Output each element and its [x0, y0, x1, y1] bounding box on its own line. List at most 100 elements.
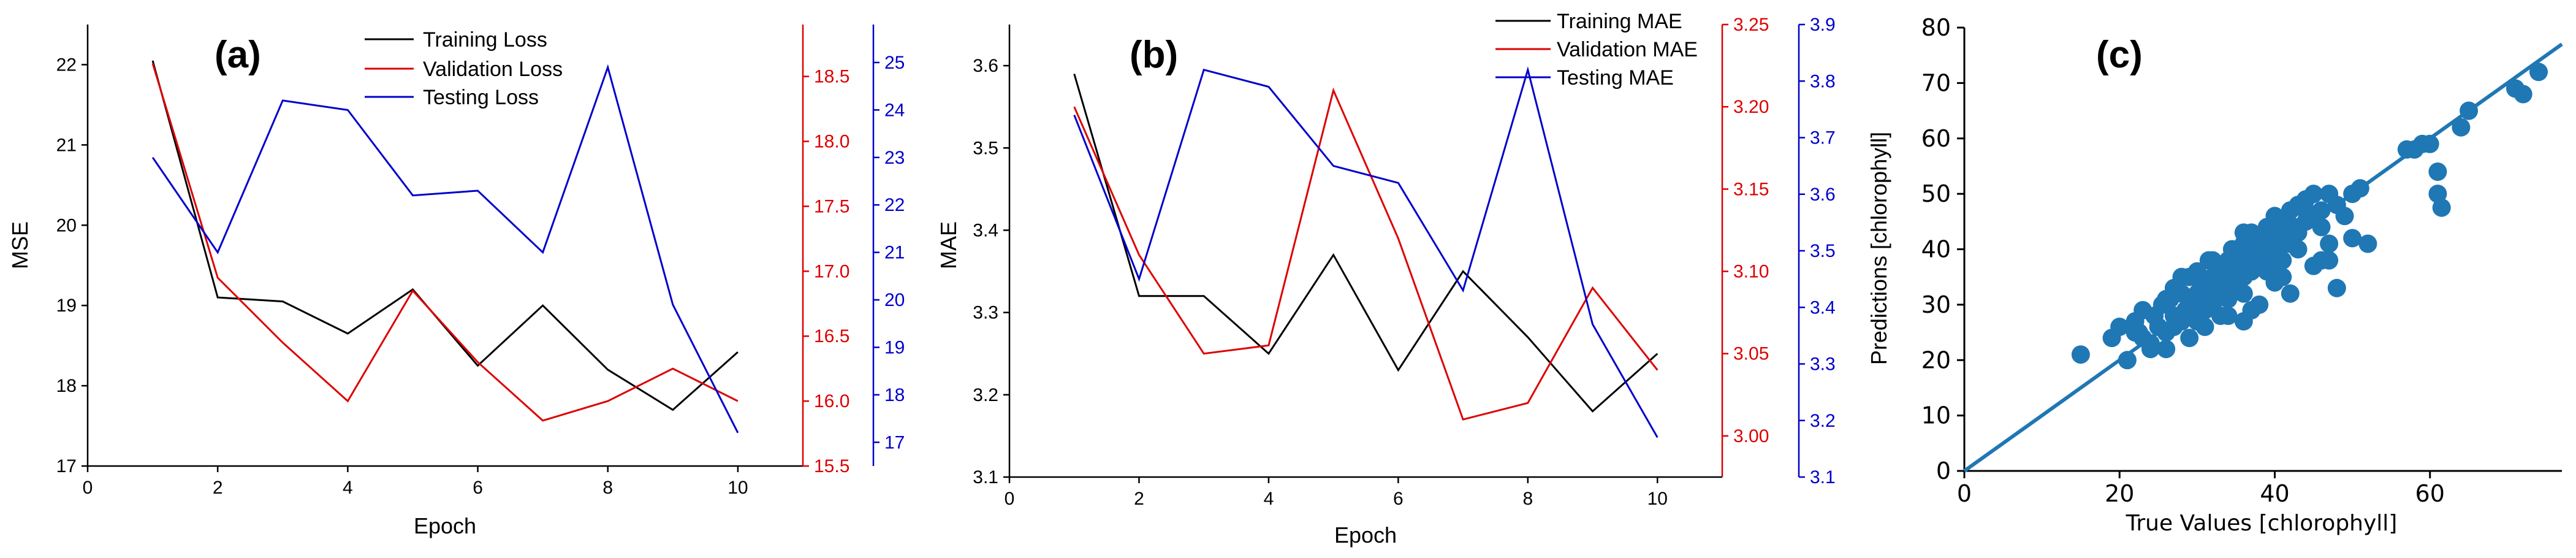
- scatter-point: [2273, 251, 2292, 270]
- blue-tick-label: 22: [884, 195, 905, 215]
- panel-a-ylabel: MSE: [7, 221, 32, 269]
- panel-c-scatter-chart: 0 20 40 60 0 10 20 30 40 50 60 70 80 (c) True Value…: [1866, 14, 2563, 536]
- x-tick-label: 6: [473, 478, 483, 498]
- scatter-point: [2320, 185, 2339, 204]
- blue-tick-label: 3.5: [1810, 241, 1836, 261]
- scatter-point: [2141, 334, 2160, 353]
- red-tick-label: 18.5: [814, 67, 849, 87]
- scatter-point: [2513, 85, 2532, 104]
- scatter-point: [2273, 267, 2292, 286]
- blue-tick-label: 19: [884, 337, 905, 357]
- scatter-point: [2211, 267, 2230, 286]
- x-tick-label: 2: [213, 478, 223, 498]
- blue-tick-label: 3.2: [1810, 411, 1836, 431]
- panel-b-left-ticks: 3.1 3.2 3.3 3.4 3.5 3.6: [973, 56, 1009, 487]
- blue-tick-label: 3.6: [1810, 185, 1836, 205]
- scatter-point: [2195, 318, 2214, 336]
- x-tick-label: 10: [728, 478, 748, 498]
- series-line-testing-mae: [1073, 66, 1658, 438]
- scatter-point: [2234, 312, 2253, 331]
- scatter-point: [2281, 284, 2300, 303]
- blue-tick-label: 24: [884, 100, 905, 120]
- scatter-point: [2203, 251, 2222, 270]
- scatter-point: [2428, 162, 2447, 181]
- series-line-validation-loss: [151, 63, 739, 422]
- panel-b-ylabel: MAE: [936, 221, 961, 269]
- scatter-point: [2358, 234, 2377, 253]
- red-tick-label: 18.0: [814, 132, 849, 152]
- panel-b-red-ticks: 3.00 3.05 3.10 3.15 3.20 3.25: [1722, 15, 1769, 446]
- left-tick-label: 20: [56, 215, 77, 235]
- legend-label-validation-loss: Validation Loss: [423, 58, 563, 81]
- left-tick-label: 3.6: [973, 56, 998, 76]
- scatter-point: [2320, 251, 2339, 270]
- scatter-point: [2257, 262, 2276, 281]
- scatter-point: [2157, 289, 2176, 308]
- scatter-point: [2157, 340, 2176, 359]
- panel-b-mae-chart: 0 2 4 6 8 10 3.13.23.33.43.53.6 3.003.053.103…: [936, 10, 1836, 548]
- blue-tick-label: 3.9: [1810, 15, 1836, 35]
- y-tick-label: 0: [1936, 457, 1951, 484]
- panel-b-label: (b): [1130, 34, 1178, 76]
- y-tick-label: 10: [1921, 402, 1951, 429]
- scatter-point: [2172, 267, 2191, 286]
- x-tick-label: 10: [1647, 489, 1668, 509]
- x-tick-label: 8: [1522, 489, 1533, 509]
- panel-b-x-ticks: 0 2 4 6 8 10: [1005, 477, 1668, 509]
- panel-c-points: [2071, 63, 2548, 370]
- y-tick-label: 70: [1921, 69, 1951, 96]
- scatter-point: [2234, 223, 2253, 242]
- panel-b-blue-ticks: 3.1 3.2 3.3 3.4 3.5 3.6 3.7 3.8 3.9: [1799, 15, 1836, 487]
- red-tick-label: 3.00: [1733, 426, 1769, 446]
- red-tick-label: 3.05: [1733, 344, 1769, 364]
- left-tick-label: 21: [56, 135, 77, 155]
- panel-b-legend: Training MAE Validation MAE Testing MAE: [1495, 10, 1698, 90]
- scatter-point: [2211, 307, 2230, 325]
- panel-a-series-lines: [151, 60, 739, 434]
- red-tick-label: 16.0: [814, 391, 849, 411]
- panel-a-legend: Training Loss Validation Loss Testing Lo…: [365, 28, 563, 109]
- blue-tick-label: 3.8: [1810, 71, 1836, 91]
- legend-label-testing-loss: Testing Loss: [423, 86, 539, 109]
- blue-tick-label: 3.4: [1810, 297, 1836, 318]
- scatter-point: [2180, 329, 2199, 348]
- x-tick-label: 40: [2260, 480, 2289, 507]
- panel-a-blue-ticks: 17 18 19 20 21 22 23 24 25: [873, 53, 905, 453]
- scatter-point: [2227, 278, 2246, 297]
- scatter-point: [2432, 198, 2451, 217]
- panel-b-xlabel: Epoch: [1334, 522, 1397, 548]
- panel-a-label: (a): [215, 34, 261, 76]
- x-tick-label: 0: [1005, 489, 1015, 509]
- y-tick-label: 60: [1921, 125, 1951, 152]
- left-tick-label: 3.2: [973, 385, 998, 405]
- scatter-point: [2242, 245, 2261, 264]
- x-tick-label: 2: [1134, 489, 1144, 509]
- red-tick-label: 3.10: [1733, 262, 1769, 282]
- panel-b-series-lines: [1073, 66, 1658, 438]
- panel-a-xlabel: Epoch: [414, 513, 476, 538]
- left-tick-label: 3.4: [973, 220, 998, 240]
- left-tick-label: 18: [56, 376, 77, 396]
- blue-tick-label: 18: [884, 385, 905, 405]
- panel-c-y-ticks: 0 10 20 30 40 50 60 70 80: [1921, 14, 1964, 484]
- scatter-point: [2428, 185, 2447, 204]
- scatter-point: [2273, 218, 2292, 237]
- y-tick-label: 80: [1921, 14, 1951, 41]
- red-tick-label: 3.20: [1733, 97, 1769, 117]
- panel-a-left-ticks: 17 18 19 20 21 22: [56, 55, 88, 476]
- x-tick-label: 4: [343, 478, 353, 498]
- scatter-point: [2343, 229, 2362, 248]
- scatter-point: [2118, 351, 2137, 370]
- panel-c-label: (c): [2096, 34, 2143, 76]
- left-tick-label: 17: [56, 456, 77, 476]
- red-tick-label: 15.5: [814, 456, 849, 476]
- scatter-point: [2195, 278, 2214, 297]
- red-tick-label: 17.5: [814, 196, 849, 216]
- legend-label-training-mae: Training MAE: [1557, 10, 1682, 33]
- scatter-point: [2312, 218, 2331, 237]
- blue-tick-label: 23: [884, 148, 905, 168]
- red-tick-label: 17.0: [814, 261, 849, 281]
- left-tick-label: 3.1: [973, 467, 998, 487]
